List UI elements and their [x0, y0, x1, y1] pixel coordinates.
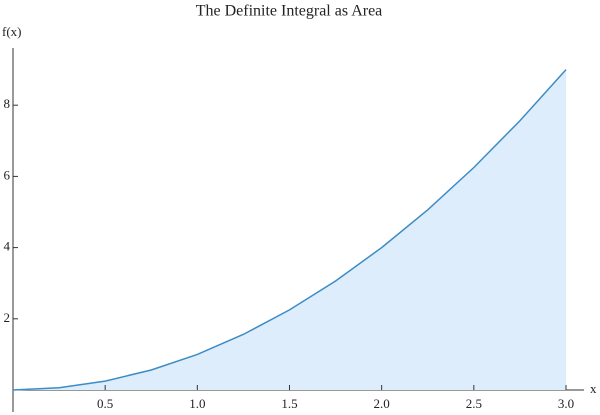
y-tick-label: 2 [4, 310, 11, 325]
x-tick-label: 1.5 [281, 396, 297, 411]
area-line [12, 69, 567, 391]
y-tick-label: 8 [4, 96, 11, 111]
x-tick-label: 0.5 [97, 396, 113, 411]
x-tick-label: 2.5 [466, 396, 482, 411]
y-tick-label: 4 [4, 239, 11, 254]
y-tick-label: 6 [4, 167, 11, 182]
x-tick-label: 1.0 [189, 396, 205, 411]
chart-title: The Definite Integral as Area [196, 3, 383, 20]
y-axis-label: f(x) [2, 24, 22, 39]
x-tick-label: 2.0 [374, 396, 390, 411]
x-tick-label: 3.0 [558, 396, 574, 411]
x-axis-label: x [590, 381, 597, 396]
area-fill [13, 69, 566, 390]
